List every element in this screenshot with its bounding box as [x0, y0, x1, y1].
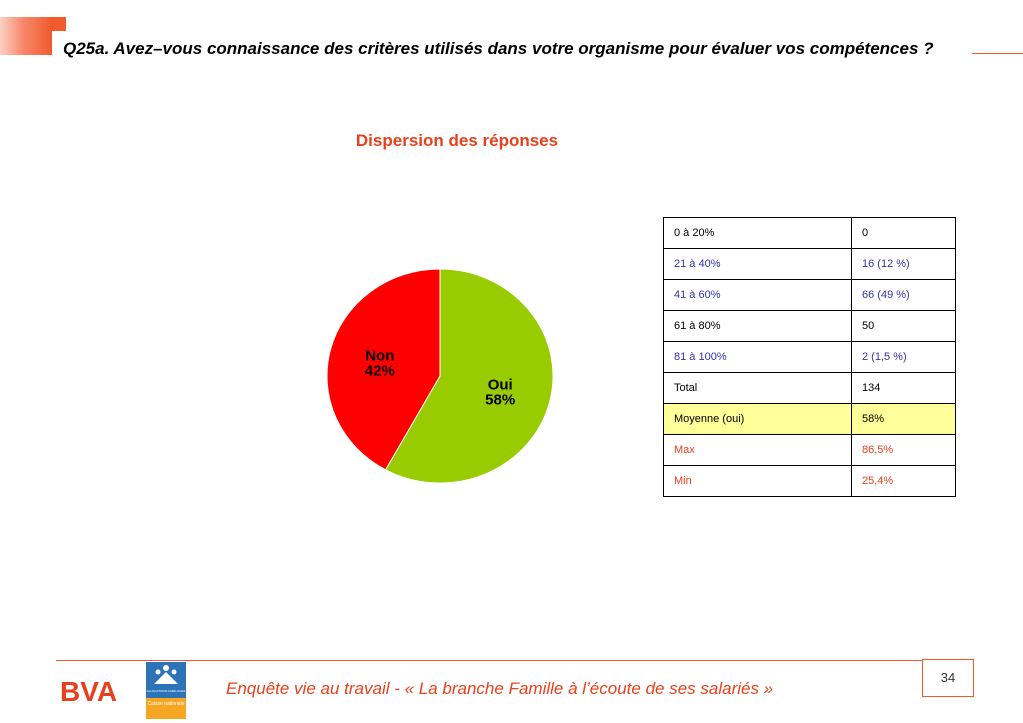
table-cell-label: 81 à 100%: [663, 341, 852, 373]
table-row: 81 à 100% 2 (1,5 %): [663, 341, 956, 373]
corner-tab-decoration: [52, 17, 66, 31]
table-row: 0 à 20% 0: [663, 217, 956, 249]
table-cell-label: 0 à 20%: [663, 217, 852, 249]
caf-logo: ALLOCATIONS FAMILIALES Caisse nationale: [146, 662, 186, 719]
table-cell-value: 16 (12 %): [851, 248, 956, 280]
table-row: 41 à 60% 66 (49 %): [663, 279, 956, 311]
table-cell-value: 50: [851, 310, 956, 342]
pie-slice-oui: [384, 268, 554, 484]
table-cell-value: 25,4%: [851, 465, 956, 497]
table-cell-value: 86,5%: [851, 434, 956, 466]
top-right-rule: [972, 53, 1023, 54]
table-cell-value: 66 (49 %): [851, 279, 956, 311]
table-cell-label: 61 à 80%: [663, 310, 852, 342]
table-cell-value: 134: [851, 372, 956, 404]
table-row: Moyenne (oui) 58%: [663, 403, 956, 435]
pie-label-category: Oui: [488, 377, 513, 394]
table-cell-label: Moyenne (oui): [663, 403, 852, 435]
page-number: 34: [922, 659, 974, 697]
table-cell-label: 41 à 60%: [663, 279, 852, 311]
pie-label-percent: 58%: [485, 392, 515, 409]
table-row: Min 25,4%: [663, 465, 956, 497]
table-cell-label: Total: [663, 372, 852, 404]
table-cell-value: 2 (1,5 %): [851, 341, 956, 373]
caf-family-icon: [154, 665, 178, 684]
table-row: 21 à 40% 16 (12 %): [663, 248, 956, 280]
bva-logo: BVA: [60, 676, 117, 706]
caf-logo-caption: Caisse nationale: [146, 698, 186, 719]
table-row: Max 86,5%: [663, 434, 956, 466]
footer-text: Enquête vie au travail - « La branche Fa…: [226, 679, 774, 698]
stats-table: 0 à 20% 0 21 à 40% 16 (12 %) 41 à 60% 66 (49 …: [663, 217, 956, 497]
question-title: Q25a. Avez–vous connaissance des critère…: [63, 39, 934, 58]
pie-label-category: Non: [365, 347, 394, 364]
table-cell-value: 58%: [851, 403, 956, 435]
pie-label-percent: 42%: [365, 362, 395, 379]
caf-logo-top: ALLOCATIONS FAMILIALES: [146, 662, 186, 698]
table-cell-value: 0: [851, 217, 956, 249]
corner-decoration: [0, 17, 52, 55]
footer-rule: [56, 660, 922, 661]
pie-slice-non: [326, 268, 441, 471]
chart-title: Dispersion des réponses: [355, 131, 559, 150]
table-cell-label: Min: [663, 465, 852, 497]
table-row: Total 134: [663, 372, 956, 404]
svg-text:BVA: BVA: [60, 676, 117, 706]
table-cell-label: 21 à 40%: [663, 248, 852, 280]
table-row: 61 à 80% 50: [663, 310, 956, 342]
caf-logo-name: ALLOCATIONS FAMILIALES: [146, 689, 186, 693]
table-cell-label: Max: [663, 434, 852, 466]
